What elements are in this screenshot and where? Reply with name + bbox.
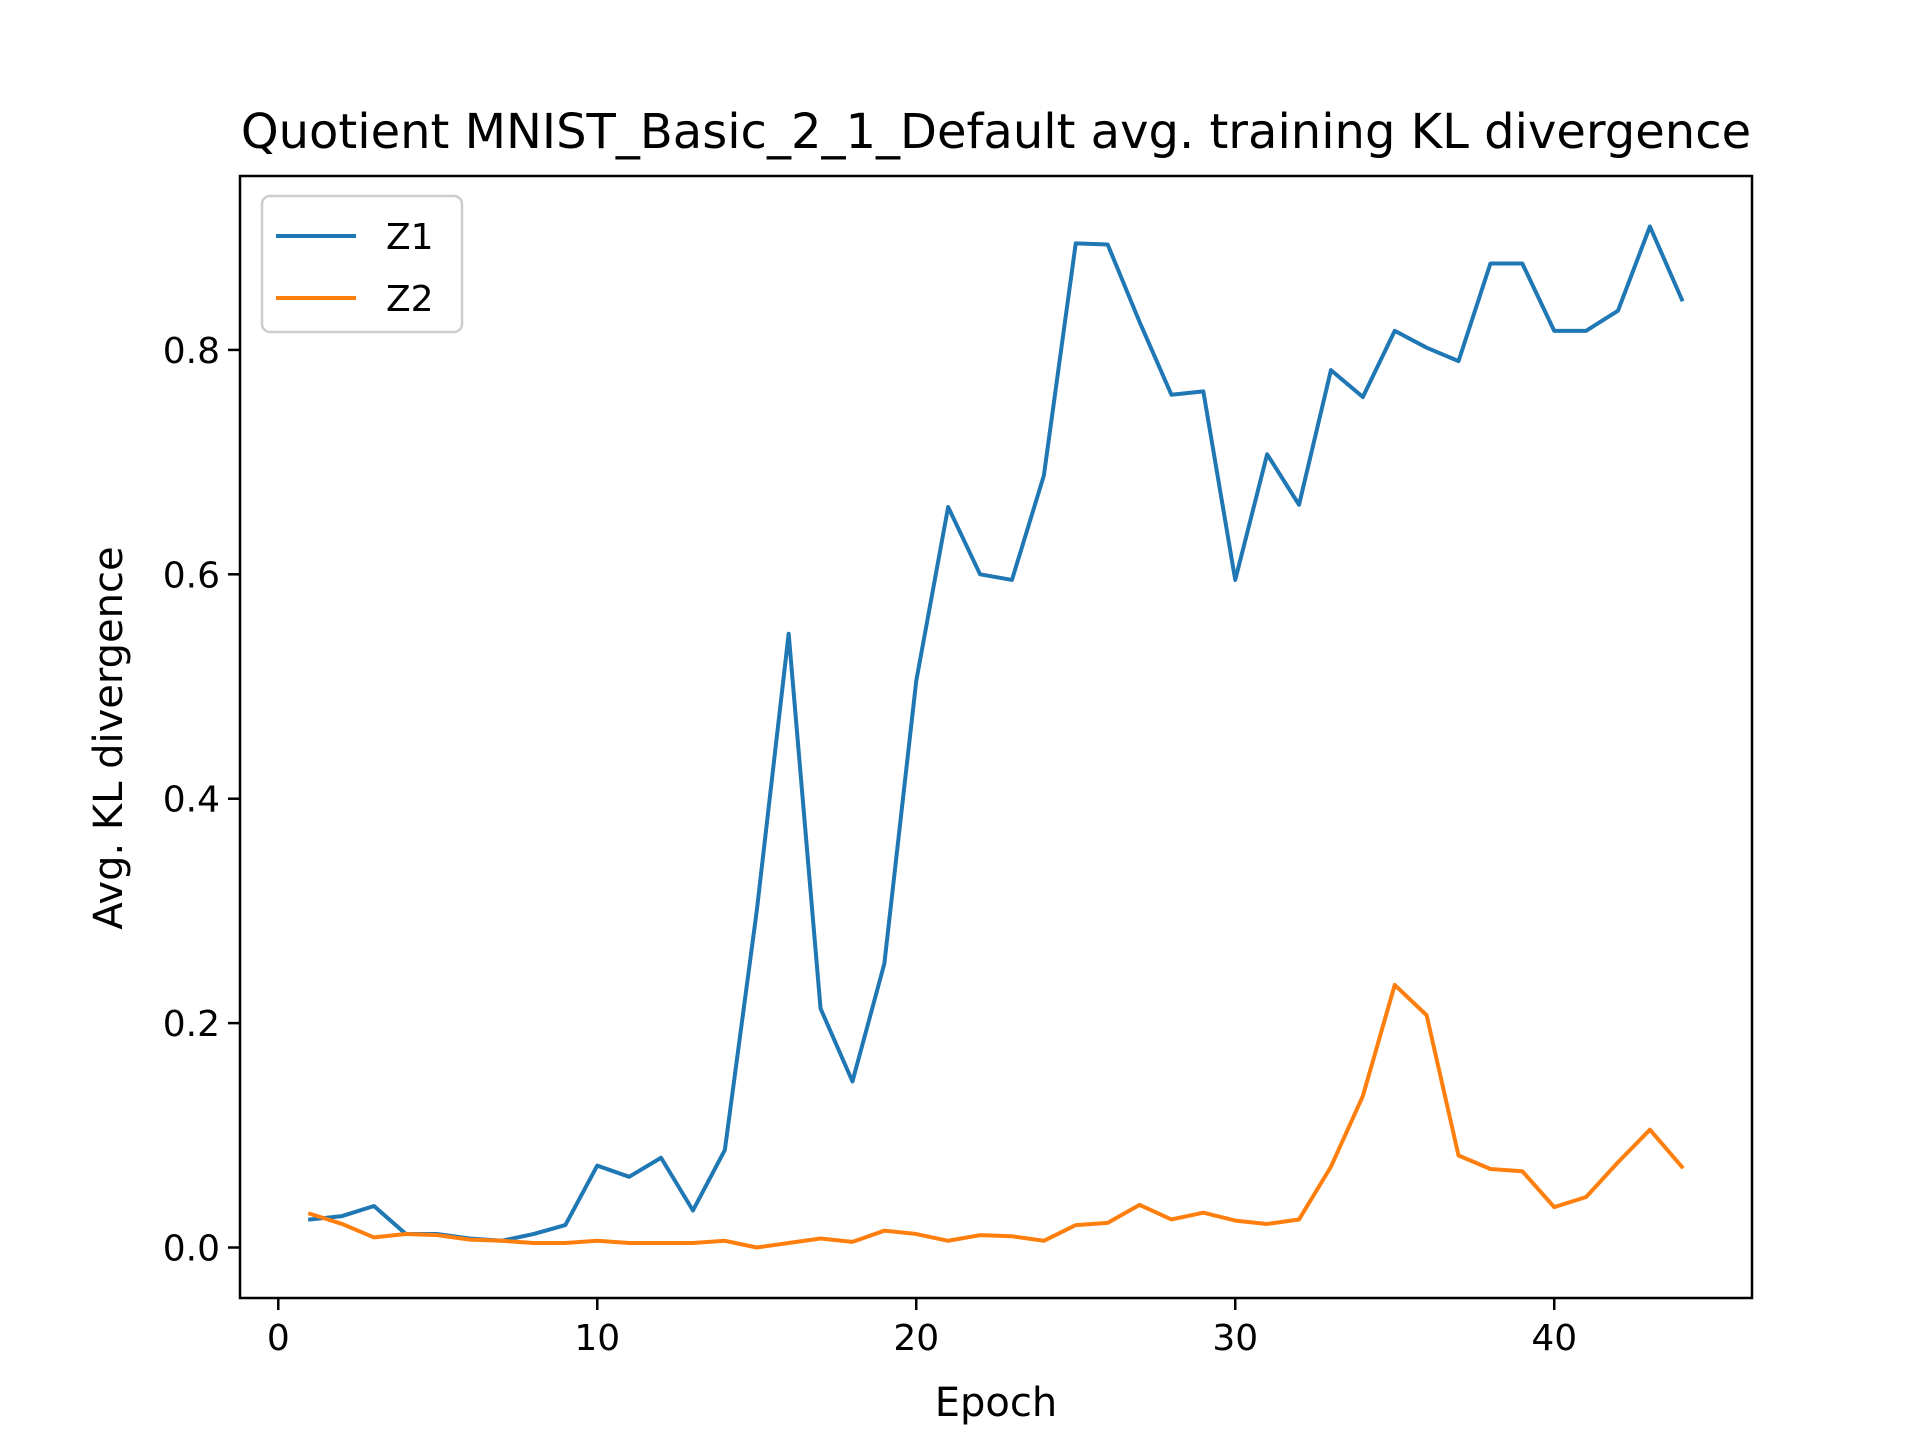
series-line-z2 [307, 982, 1685, 1250]
x-tick-label: 20 [893, 1318, 939, 1359]
y-tick-label: 0.0 [163, 1229, 220, 1270]
y-tick-label: 0.6 [163, 555, 220, 596]
x-tick-label: 40 [1531, 1318, 1577, 1359]
series-line-z1 [307, 224, 1685, 1243]
x-tick-label: 0 [267, 1318, 290, 1359]
chart-title: Quotient MNIST_Basic_2_1_Default avg. tr… [241, 104, 1751, 160]
y-axis-label: Avg. KL divergence [86, 546, 132, 929]
y-tick-label: 0.2 [163, 1004, 220, 1045]
axes-frame [238, 174, 1754, 1300]
y-tick-label: 0.4 [163, 780, 220, 821]
x-tick-label: 10 [574, 1318, 620, 1359]
plot-area [238, 174, 1754, 1300]
legend: Z1 Z2 [260, 194, 464, 334]
series-lines [307, 224, 1685, 1250]
x-tick-label: 30 [1212, 1318, 1258, 1359]
x-axis-ticks: 0 10 20 30 40 [267, 1298, 1577, 1359]
legend-label-z1: Z1 [386, 217, 434, 258]
x-axis-label: Epoch [935, 1380, 1057, 1426]
y-axis-ticks: 0.0 0.2 0.4 0.6 0.8 [163, 331, 240, 1270]
y-tick-label: 0.8 [163, 331, 220, 372]
legend-label-z2: Z2 [386, 279, 434, 320]
